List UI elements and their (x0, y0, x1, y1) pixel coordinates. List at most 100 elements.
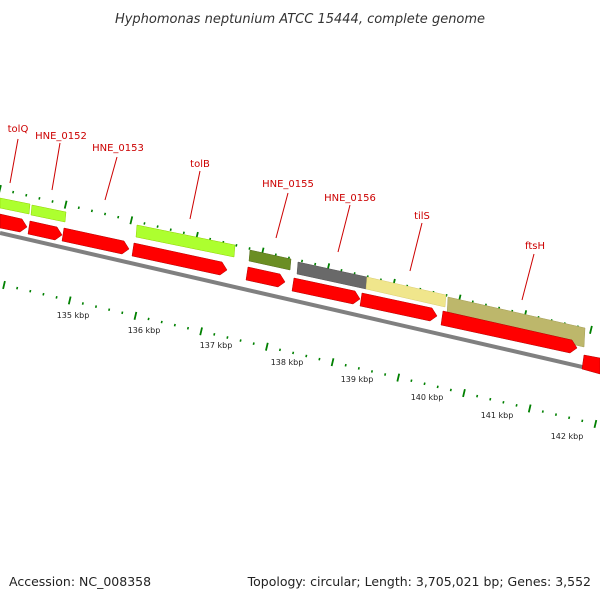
outer-minor-tick (314, 262, 317, 266)
inner-major-tick (593, 419, 598, 429)
outer-minor-tick (169, 228, 172, 232)
inner-major-tick (67, 296, 72, 305)
inner-minor-tick (436, 385, 439, 389)
inner-minor-tick (344, 363, 347, 367)
outer-tick-row (0, 184, 593, 334)
inner-minor-tick (449, 388, 452, 392)
kbp-label-142: 142 kbp (551, 432, 584, 441)
inner-minor-tick (16, 286, 19, 290)
outer-minor-tick (51, 200, 54, 203)
inner-minor-tick (173, 323, 176, 327)
inner-minor-tick (94, 305, 98, 308)
gene-label-HNE_0155: HNE_0155 (262, 179, 314, 190)
inner-minor-tick (42, 292, 45, 296)
inner-minor-tick (55, 295, 58, 299)
gene-label-HNE_0152: HNE_0152 (35, 131, 87, 142)
inner-minor-tick (29, 289, 32, 293)
inner-tick-row (2, 280, 598, 429)
outer-minor-tick (248, 247, 251, 250)
gene-label-tolB: tolB (190, 159, 210, 170)
category-bar-tolB (135, 224, 236, 258)
leader-HNE_0152 (51, 142, 61, 191)
cds-arrow-tolB (131, 242, 228, 276)
inner-minor-tick (502, 400, 505, 404)
inner-major-tick (462, 388, 466, 398)
outer-minor-tick (12, 190, 15, 194)
inner-major-tick (133, 311, 138, 320)
inner-minor-tick (239, 339, 242, 342)
category-bars (0, 197, 586, 348)
kbp-label-136: 136 kbp (128, 326, 161, 335)
gene-label-tolQ: tolQ (8, 124, 29, 135)
category-bar-tolQ (0, 197, 31, 215)
leader-tilS (409, 222, 423, 272)
gene-label-HNE_0153: HNE_0153 (92, 143, 144, 154)
cds-arrow-HNE_0153 (61, 227, 130, 255)
outer-minor-tick (156, 225, 159, 228)
outer-minor-tick (38, 197, 41, 200)
inner-minor-tick (554, 413, 558, 417)
outer-major-tick (0, 184, 2, 193)
inner-minor-tick (186, 326, 190, 330)
inner-major-tick (527, 404, 532, 413)
gene-label-ftsH: ftsH (525, 241, 545, 252)
inner-major-tick (265, 342, 269, 351)
inner-major-tick (199, 327, 203, 336)
cds-arrow-HNE_0156 (291, 277, 361, 305)
kbp-labels: 135 kbp 136 kbp 137 kbp 138 kbp 139 kbp … (57, 311, 584, 441)
inner-major-tick (330, 358, 335, 367)
inner-minor-tick (160, 320, 163, 324)
genome-summary-text: Topology: circular; Length: 3,705,021 bp… (247, 574, 591, 589)
category-bar-tilS (365, 276, 447, 308)
kbp-label-137: 137 kbp (200, 341, 233, 350)
outer-minor-tick (77, 206, 80, 210)
kbp-label-141: 141 kbp (481, 411, 514, 420)
outer-minor-tick (143, 222, 146, 225)
outer-minor-tick (90, 209, 93, 213)
inner-minor-tick (568, 416, 571, 420)
outer-minor-tick (104, 212, 107, 216)
gene-label-tilS: tilS (414, 211, 430, 222)
outer-minor-tick (117, 215, 120, 219)
outer-major-tick (63, 200, 68, 209)
cds-arrow-tilS (359, 292, 438, 322)
inner-minor-tick (278, 348, 282, 352)
accession-text: Accession: NC_008358 (9, 574, 151, 589)
cds-arrow-ftsH (440, 310, 578, 354)
gene-label-HNE_0156: HNE_0156 (324, 193, 376, 204)
inner-minor-tick (147, 317, 150, 321)
inner-minor-tick (226, 336, 229, 339)
inner-minor-tick (108, 308, 111, 312)
leader-HNE_0155 (275, 192, 289, 239)
outer-major-tick (129, 216, 134, 225)
inner-minor-tick (410, 379, 413, 383)
inner-minor-tick (384, 373, 387, 376)
inner-minor-tick (581, 419, 584, 423)
leader-tolB (189, 170, 201, 220)
cds-arrow-next (581, 354, 600, 375)
genome-backbone (0, 231, 600, 373)
inner-minor-tick (81, 302, 84, 305)
inner-minor-tick (252, 342, 255, 346)
outer-minor-tick (445, 294, 448, 297)
cds-arrow-HNE_0155 (245, 266, 286, 288)
kbp-label-140: 140 kbp (411, 393, 444, 402)
inner-minor-tick (370, 370, 374, 373)
leader-HNE_0156 (337, 204, 351, 253)
cds-arrows (0, 213, 600, 375)
category-bar-ftsH (446, 296, 586, 348)
category-bar-HNE_0155 (248, 249, 292, 271)
kbp-label-139: 139 kbp (341, 375, 374, 384)
inner-major-tick (2, 280, 6, 290)
outer-major-tick (589, 325, 593, 334)
cds-arrow-tolQ (0, 213, 28, 233)
inner-minor-tick (423, 382, 426, 386)
inner-minor-tick (541, 410, 544, 413)
cds-arrow-HNE_0152 (27, 220, 63, 241)
inner-minor-tick (318, 357, 321, 361)
inner-minor-tick (305, 354, 308, 358)
inner-minor-tick (292, 351, 295, 355)
inner-minor-tick (357, 367, 360, 370)
label-leaders (9, 138, 535, 301)
